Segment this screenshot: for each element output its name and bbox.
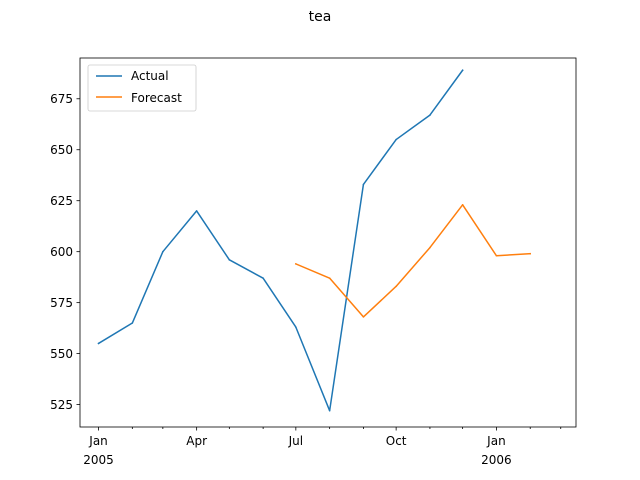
data-point-forecast — [295, 263, 297, 265]
legend-label-forecast: Forecast — [131, 91, 182, 105]
plot-frame — [79, 57, 577, 428]
x-tick-label: Jul — [288, 434, 303, 448]
legend: Actual Forecast — [87, 64, 197, 112]
data-point-forecast — [362, 316, 365, 318]
series-layer — [97, 69, 532, 412]
x-tick-label: Oct — [386, 434, 407, 448]
y-tick-label: 575 — [50, 296, 73, 310]
x-axis: Jan 2005 Apr Jul Oct Jan 2006 — [83, 427, 562, 467]
y-tick-label: 675 — [50, 92, 73, 106]
data-point-actual — [328, 409, 331, 412]
data-point-actual — [295, 326, 297, 328]
data-point-forecast — [495, 255, 498, 257]
chart-title: tea — [309, 9, 332, 25]
y-tick-label: 625 — [50, 194, 73, 208]
legend-label-actual: Actual — [131, 69, 169, 83]
data-point-actual — [362, 183, 365, 186]
x-tick-label: Jan — [486, 434, 506, 448]
series-line-actual — [97, 69, 464, 412]
data-point-actual — [429, 114, 431, 116]
y-tick-label: 600 — [50, 245, 73, 259]
data-point-actual — [262, 277, 264, 279]
data-point-forecast — [461, 204, 464, 206]
data-point-actual — [195, 210, 198, 212]
x-tick-label: Jan — [88, 434, 108, 448]
data-point-forecast — [395, 285, 397, 288]
data-point-forecast — [328, 277, 331, 279]
x-tick-label: Apr — [186, 434, 207, 448]
x-tick-year-label: 2005 — [83, 453, 114, 467]
y-tick-label: 550 — [50, 347, 73, 361]
data-point-actual — [461, 69, 464, 71]
data-point-forecast — [529, 252, 531, 255]
x-tick-year-label: 2006 — [481, 453, 512, 467]
y-tick-label: 650 — [50, 143, 73, 157]
data-point-forecast — [429, 246, 431, 249]
data-point-actual — [162, 250, 164, 253]
data-point-actual — [395, 138, 397, 141]
series-line-forecast — [294, 204, 532, 318]
y-axis: 525 550 575 600 625 650 675 — [50, 92, 80, 412]
y-tick-label: 525 — [50, 398, 73, 412]
data-point-actual — [97, 342, 100, 345]
data-point-actual — [131, 322, 134, 324]
data-point-actual — [228, 259, 231, 261]
